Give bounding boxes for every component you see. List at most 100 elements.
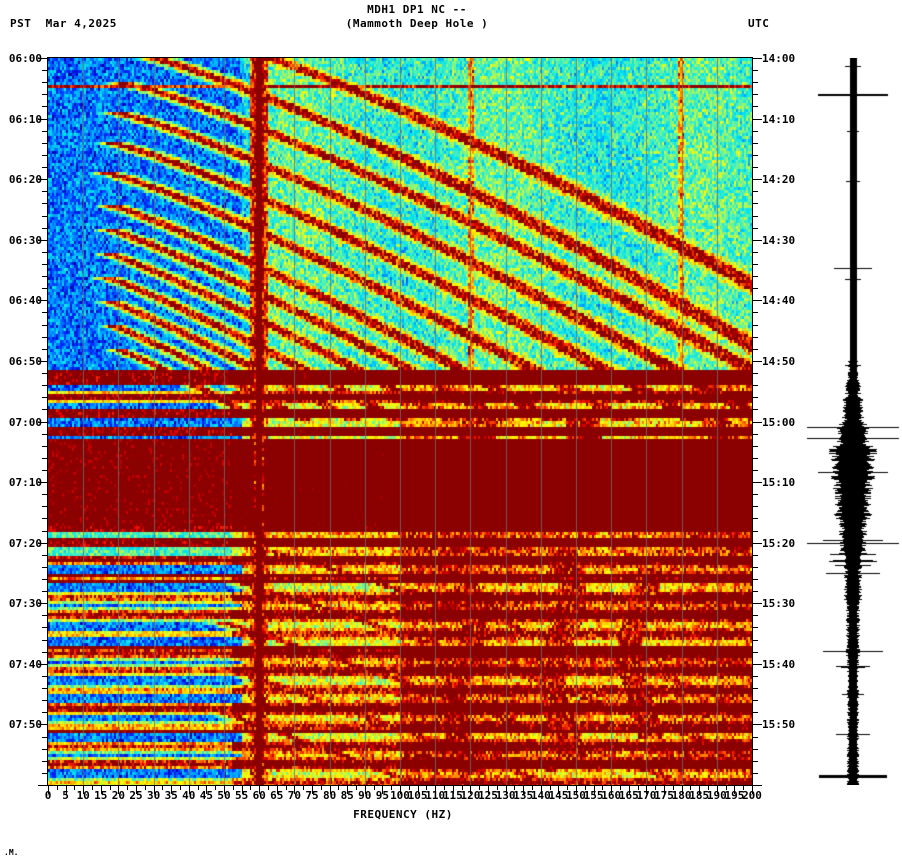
x-tick-minor [479, 785, 480, 790]
x-axis-tick-label: 180 [671, 789, 692, 802]
y-tick-minor-left [42, 70, 48, 71]
x-tick-minor [532, 785, 533, 790]
x-tick-major [154, 785, 155, 794]
y-tick-minor-left [42, 773, 48, 774]
x-tick-minor [497, 785, 498, 790]
y-tick-minor-left [42, 579, 48, 580]
x-axis-tick-label: 165 [618, 789, 639, 802]
x-axis-tick-label: 5 [62, 789, 69, 802]
y-axis-right-line [752, 57, 753, 786]
x-tick-minor [127, 785, 128, 790]
y-tick-major-left [38, 119, 48, 120]
x-axis-tick-label: 160 [601, 789, 622, 802]
y-axis-left-label: 07:50 [8, 718, 42, 731]
y-axis-left-label: 07:40 [8, 658, 42, 671]
x-axis-tick-label: 105 [407, 789, 428, 802]
x-tick-major [294, 785, 295, 794]
y-axis-left-line [47, 57, 48, 786]
x-tick-minor [303, 785, 304, 790]
x-tick-minor [74, 785, 75, 790]
y-tick-minor-left [42, 143, 48, 144]
x-tick-major [171, 785, 172, 794]
x-tick-major [83, 785, 84, 794]
y-tick-minor-left [42, 446, 48, 447]
y-tick-minor-left [42, 312, 48, 313]
y-tick-minor-left [42, 167, 48, 168]
y-tick-minor-left [42, 94, 48, 95]
x-axis-tick-label: 15 [94, 789, 108, 802]
x-tick-major [699, 785, 700, 794]
y-tick-major-left [38, 603, 48, 604]
y-tick-minor-right [752, 191, 758, 192]
y-tick-minor-left [42, 567, 48, 568]
y-tick-major-right [752, 361, 762, 362]
y-tick-major-right [752, 664, 762, 665]
x-axis-tick-label: 200 [742, 789, 762, 802]
y-tick-minor-left [42, 531, 48, 532]
y-tick-minor-left [42, 409, 48, 410]
y-tick-minor-left [42, 191, 48, 192]
x-tick-major [470, 785, 471, 794]
spectrogram-plot[interactable] [48, 58, 752, 785]
x-axis-tick-label: 120 [460, 789, 481, 802]
y-tick-minor-left [42, 749, 48, 750]
x-axis-tick-label: 65 [270, 789, 284, 802]
y-axis-right-label: 14:10 [762, 113, 796, 126]
x-axis-tick-label: 80 [322, 789, 337, 802]
x-tick-major [330, 785, 331, 794]
y-tick-minor-right [752, 688, 758, 689]
y-tick-major-left [38, 179, 48, 180]
y-tick-minor-left [42, 506, 48, 507]
y-tick-minor-right [752, 712, 758, 713]
x-tick-major [558, 785, 559, 794]
y-tick-minor-right [752, 276, 758, 277]
header-right-timezone: UTC [748, 17, 770, 30]
y-tick-minor-right [752, 94, 758, 95]
y-tick-major-right [752, 543, 762, 544]
y-axis-right-label: 15:20 [762, 537, 796, 550]
x-tick-minor [514, 785, 515, 790]
y-tick-major-left [38, 240, 48, 241]
x-tick-major [453, 785, 454, 794]
y-axis-left-label: 06:00 [8, 52, 42, 65]
x-axis-tick-label: 150 [566, 789, 586, 802]
y-axis-right-label: 14:50 [762, 355, 796, 368]
x-tick-minor [338, 785, 339, 790]
y-tick-minor-right [752, 70, 758, 71]
x-tick-major [646, 785, 647, 794]
x-axis-tick-label: 75 [305, 789, 319, 802]
y-axis-right-label: 15:00 [762, 416, 796, 429]
x-axis-tick-label: 30 [146, 789, 161, 802]
x-axis-tick-label: 100 [390, 789, 410, 802]
x-tick-minor [638, 785, 639, 790]
y-tick-minor-right [752, 700, 758, 701]
x-tick-major [717, 785, 718, 794]
y-tick-minor-left [42, 470, 48, 471]
station-code-label: MDH1 DP1 NC -- [367, 3, 467, 16]
y-axis-right-label: 14:20 [762, 173, 796, 186]
y-tick-major-right [752, 422, 762, 423]
x-tick-minor [444, 785, 445, 790]
y-tick-minor-left [42, 203, 48, 204]
y-tick-minor-right [752, 337, 758, 338]
y-tick-minor-right [752, 155, 758, 156]
x-axis-tick-label: 10 [76, 789, 90, 802]
y-tick-major-right [752, 179, 762, 180]
y-axis-left-label: 06:50 [8, 355, 42, 368]
y-tick-minor-right [752, 373, 758, 374]
x-tick-minor [162, 785, 163, 790]
x-tick-minor [585, 785, 586, 790]
x-tick-major [101, 785, 102, 794]
y-tick-minor-left [42, 385, 48, 386]
x-tick-major [189, 785, 190, 794]
x-tick-minor [567, 785, 568, 790]
y-axis-left-label: 06:20 [8, 173, 42, 186]
y-tick-major-left [38, 58, 48, 59]
seismogram-trace [805, 58, 902, 785]
x-tick-minor [92, 785, 93, 790]
x-tick-minor [268, 785, 269, 790]
y-tick-minor-left [42, 652, 48, 653]
y-tick-minor-left [42, 325, 48, 326]
x-tick-minor [409, 785, 410, 790]
y-tick-major-left [38, 543, 48, 544]
